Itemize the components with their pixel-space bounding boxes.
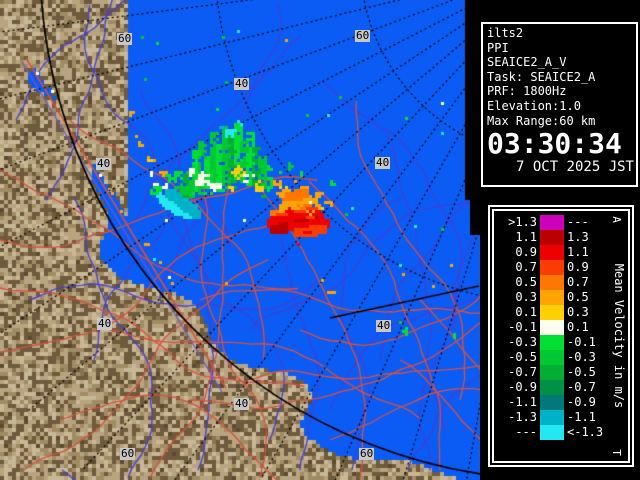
range-ring-label: 40 bbox=[96, 157, 112, 170]
legend-upper-8: -0.1 bbox=[567, 335, 596, 349]
radar-info-panel: ilts2 PPI SEAICE2_A_V Task: SEAICE2_A PR… bbox=[481, 22, 638, 187]
legend-swatch-5 bbox=[540, 290, 564, 305]
site-name: ilts2 bbox=[487, 26, 524, 40]
legend-lower-10: -0.7 bbox=[508, 365, 537, 379]
legend-upper-2: 1.1 bbox=[567, 245, 589, 259]
legend-swatch-1 bbox=[540, 230, 564, 245]
legend-upper-10: -0.5 bbox=[567, 365, 596, 379]
range-ring-label: 40 bbox=[97, 317, 113, 330]
legend-swatch-14 bbox=[540, 425, 564, 440]
range-ring-label: 60 bbox=[355, 29, 371, 42]
legend-lower-8: -0.3 bbox=[508, 335, 537, 349]
legend-lower-1: 1.1 bbox=[515, 230, 537, 244]
legend-upper-6: 0.3 bbox=[567, 305, 589, 319]
legend-lower-2: 0.9 bbox=[515, 245, 537, 259]
legend-upper-14: <-1.3 bbox=[567, 425, 604, 439]
legend-upper-0: --- bbox=[567, 215, 589, 229]
range-ring-label: 40 bbox=[234, 77, 250, 90]
legend-lower-6: 0.1 bbox=[515, 305, 537, 319]
legend-approach-marker: A bbox=[609, 216, 623, 223]
ppi-radar-map[interactable]: 60 60 40 40 40 40 40 40 60 60 bbox=[0, 0, 480, 480]
legend-swatch-10 bbox=[540, 365, 564, 380]
legend-upper-bound-column: --- 1.3 1.1 0.9 0.7 0.5 0.3 0.1 -0.1 -0.3 -0.5 -0.7… bbox=[564, 211, 610, 461]
legend-lower-7: -0.1 bbox=[508, 320, 537, 334]
range-ring-label: 60 bbox=[120, 447, 136, 460]
legend-upper-3: 0.9 bbox=[567, 260, 589, 274]
legend-swatch-13 bbox=[540, 410, 564, 425]
range-ring-label: 60 bbox=[117, 32, 133, 45]
legend-lower-12: -1.1 bbox=[508, 395, 537, 409]
prf-label: PRF: 1800Hz bbox=[487, 84, 567, 99]
legend-upper-7: 0.1 bbox=[567, 320, 589, 334]
legend-lower-0: >1.3 bbox=[508, 215, 537, 229]
legend-lower-11: -0.9 bbox=[508, 380, 537, 394]
legend-upper-1: 1.3 bbox=[567, 230, 589, 244]
legend-upper-11: -0.7 bbox=[567, 380, 596, 394]
legend-lower-5: 0.3 bbox=[515, 290, 537, 304]
legend-swatch-2 bbox=[540, 245, 564, 260]
max-range-label: Max Range:60 km bbox=[487, 113, 596, 128]
legend-swatch-0 bbox=[540, 215, 564, 230]
legend-axis-title: Mean Velocity in m/s bbox=[612, 263, 626, 409]
legend-swatch-4 bbox=[540, 275, 564, 290]
legend-upper-13: -1.1 bbox=[567, 410, 596, 424]
legend-recede-marker: T bbox=[609, 449, 623, 456]
legend-upper-4: 0.7 bbox=[567, 275, 589, 289]
range-ring-label: 40 bbox=[234, 397, 250, 410]
legend-lower-4: 0.5 bbox=[515, 275, 537, 289]
scan-type: PPI bbox=[487, 40, 509, 55]
task-label: Task: SEAICE2_A bbox=[487, 69, 596, 84]
elevation-label: Elevation:1.0 bbox=[487, 98, 581, 113]
legend-lower-14: --- bbox=[515, 425, 537, 439]
legend-swatch-9 bbox=[540, 350, 564, 365]
legend-upper-5: 0.5 bbox=[567, 290, 589, 304]
legend-swatch-8 bbox=[540, 335, 564, 350]
clock-date: 7 OCT 2025 JST bbox=[515, 159, 634, 176]
legend-swatch-11 bbox=[540, 380, 564, 395]
velocity-color-legend: >1.3 1.1 0.9 0.7 0.5 0.3 0.1 -0.1 -0.3 -0.5 -0.7 -0… bbox=[492, 209, 630, 463]
legend-color-bar bbox=[540, 211, 564, 461]
legend-upper-12: -0.9 bbox=[567, 395, 596, 409]
legend-swatch-12 bbox=[540, 395, 564, 410]
legend-lower-13: -1.3 bbox=[508, 410, 537, 424]
legend-axis-title-column: A Mean Velocity in m/s T bbox=[610, 211, 628, 461]
legend-lower-bound-column: >1.3 1.1 0.9 0.7 0.5 0.3 0.1 -0.1 -0.3 -0.5 -0.7 -0… bbox=[494, 211, 540, 461]
legend-swatch-3 bbox=[540, 260, 564, 275]
legend-upper-9: -0.3 bbox=[567, 350, 596, 364]
legend-swatch-6 bbox=[540, 305, 564, 320]
clock-time: 03:30:34 bbox=[487, 127, 622, 161]
legend-lower-9: -0.5 bbox=[508, 350, 537, 364]
product-name: SEAICE2_A_V bbox=[487, 55, 567, 70]
range-ring-label: 40 bbox=[376, 319, 392, 332]
range-ring-label: 60 bbox=[359, 447, 375, 460]
legend-lower-3: 0.7 bbox=[515, 260, 537, 274]
legend-swatch-7 bbox=[540, 320, 564, 335]
range-ring-label: 40 bbox=[375, 156, 391, 169]
